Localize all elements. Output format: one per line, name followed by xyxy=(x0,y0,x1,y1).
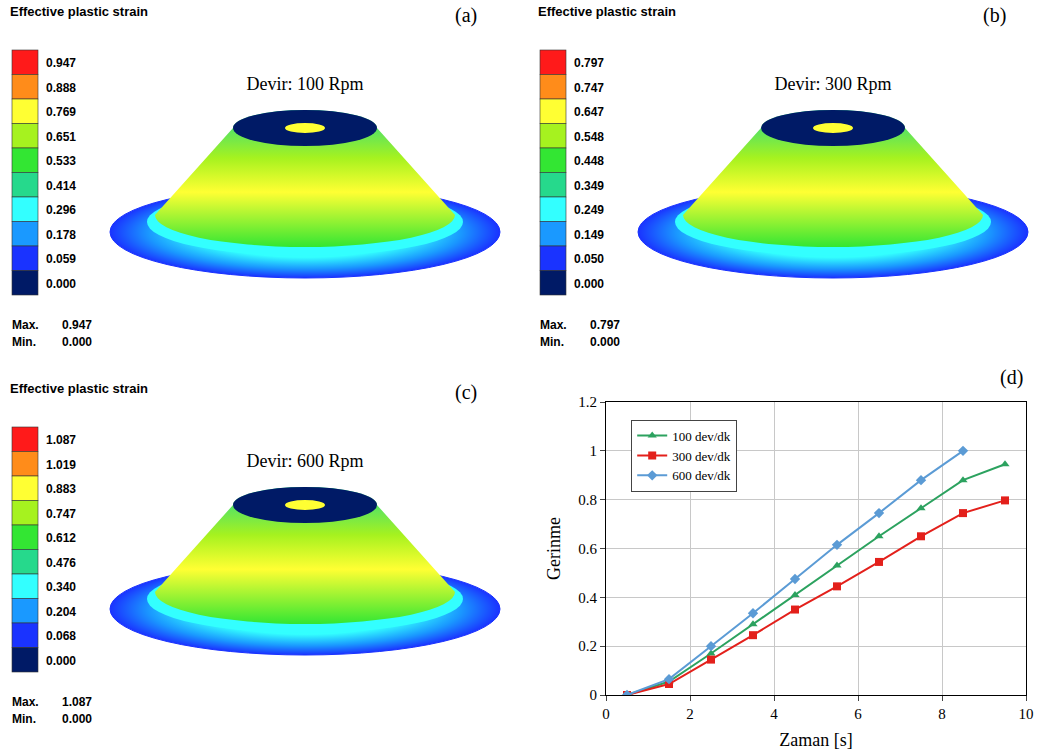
svg-text:Max.: Max. xyxy=(540,318,567,332)
svg-text:0.204: 0.204 xyxy=(46,605,76,619)
svg-text:10: 10 xyxy=(1019,706,1034,722)
svg-text:0.883: 0.883 xyxy=(46,482,76,496)
svg-text:Min.: Min. xyxy=(540,335,564,349)
svg-text:0.476: 0.476 xyxy=(46,556,76,570)
svg-text:Devir: 300 Rpm: Devir: 300 Rpm xyxy=(775,74,892,94)
svg-text:0.448: 0.448 xyxy=(574,154,604,168)
svg-text:300 dev/dk: 300 dev/dk xyxy=(672,449,731,464)
svg-text:1.087: 1.087 xyxy=(46,433,76,447)
svg-text:0.340: 0.340 xyxy=(46,580,76,594)
html-text:(d): (d) xyxy=(1000,366,1024,388)
svg-text:0.4: 0.4 xyxy=(578,590,597,606)
svg-text:(a): (a) xyxy=(455,4,477,27)
svg-text:0.8: 0.8 xyxy=(578,492,597,508)
svg-text:0.548: 0.548 xyxy=(574,130,604,144)
svg-text:0.797: 0.797 xyxy=(574,56,604,70)
svg-text:0.769: 0.769 xyxy=(46,105,76,119)
svg-text:Zaman [s]: Zaman [s] xyxy=(779,730,852,750)
svg-text:(b): (b) xyxy=(983,4,1006,27)
svg-text:0.068: 0.068 xyxy=(46,629,76,643)
svg-text:0.000: 0.000 xyxy=(590,335,620,349)
svg-text:0.651: 0.651 xyxy=(46,130,76,144)
svg-text:Min.: Min. xyxy=(12,335,36,349)
svg-text:0.000: 0.000 xyxy=(62,712,92,726)
svg-text:0.059: 0.059 xyxy=(46,252,76,266)
svg-text:0.296: 0.296 xyxy=(46,203,76,217)
svg-text:(c): (c) xyxy=(455,381,477,404)
svg-text:Devir: 600 Rpm: Devir: 600 Rpm xyxy=(247,451,364,471)
svg-text:0.050: 0.050 xyxy=(574,252,604,266)
svg-text:0.349: 0.349 xyxy=(574,179,604,193)
svg-text:0.249: 0.249 xyxy=(574,203,604,217)
svg-text:0.947: 0.947 xyxy=(46,56,76,70)
svg-text:0.414: 0.414 xyxy=(46,179,76,193)
svg-text:2: 2 xyxy=(686,706,694,722)
svg-text:Effective plastic strain: Effective plastic strain xyxy=(538,4,676,19)
svg-text:0.000: 0.000 xyxy=(62,335,92,349)
svg-text:0.888: 0.888 xyxy=(46,81,76,95)
svg-text:Max.: Max. xyxy=(12,318,39,332)
svg-text:0.797: 0.797 xyxy=(590,318,620,332)
svg-text:8: 8 xyxy=(938,706,946,722)
svg-text:0.2: 0.2 xyxy=(578,638,597,654)
svg-text:0.747: 0.747 xyxy=(574,81,604,95)
svg-text:0.000: 0.000 xyxy=(46,654,76,668)
svg-text:0.000: 0.000 xyxy=(46,277,76,291)
svg-text:Effective plastic strain: Effective plastic strain xyxy=(10,381,148,396)
svg-text:6: 6 xyxy=(854,706,862,722)
svg-text:0.612: 0.612 xyxy=(46,531,76,545)
svg-text:4: 4 xyxy=(770,706,778,722)
svg-text:Max.: Max. xyxy=(12,695,39,709)
svg-text:1: 1 xyxy=(590,443,598,459)
svg-text:0.747: 0.747 xyxy=(46,507,76,521)
svg-text:0.178: 0.178 xyxy=(46,228,76,242)
svg-text:Min.: Min. xyxy=(12,712,36,726)
svg-text:0.533: 0.533 xyxy=(46,154,76,168)
svg-text:0.6: 0.6 xyxy=(578,541,597,557)
svg-text:Effective plastic strain: Effective plastic strain xyxy=(10,4,148,19)
svg-text:0.000: 0.000 xyxy=(574,277,604,291)
svg-text:Devir: 100 Rpm: Devir: 100 Rpm xyxy=(247,74,364,94)
svg-text:0: 0 xyxy=(590,687,598,703)
svg-text:0.947: 0.947 xyxy=(62,318,92,332)
svg-text:1.019: 1.019 xyxy=(46,458,76,472)
svg-text:0.647: 0.647 xyxy=(574,105,604,119)
svg-text:1.2: 1.2 xyxy=(578,394,597,410)
svg-text:0.149: 0.149 xyxy=(574,228,604,242)
svg-text:Gerinme: Gerinme xyxy=(544,517,564,580)
svg-text:0: 0 xyxy=(602,706,610,722)
svg-text:600 dev/dk: 600 dev/dk xyxy=(672,468,731,483)
svg-text:100 dev/dk: 100 dev/dk xyxy=(672,429,731,444)
svg-text:1.087: 1.087 xyxy=(62,695,92,709)
